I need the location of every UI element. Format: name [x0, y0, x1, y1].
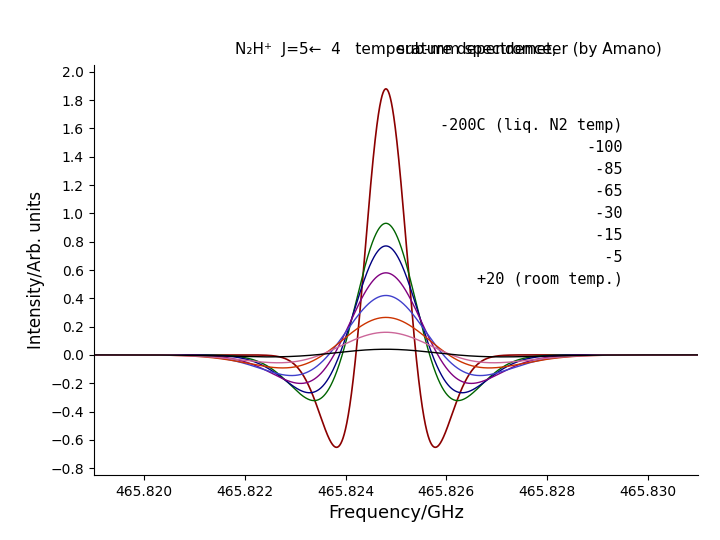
Text: +20 (room temp.): +20 (room temp.)	[477, 272, 623, 287]
Text: sub-mm spectrometer (by Amano): sub-mm spectrometer (by Amano)	[397, 42, 662, 57]
X-axis label: Frequency/GHz: Frequency/GHz	[328, 504, 464, 523]
Text: -5: -5	[586, 250, 623, 265]
Text: -85: -85	[586, 162, 623, 177]
Text: -100: -100	[586, 140, 623, 155]
Text: N₂H⁺  J=5← 4   temperature dependence,: N₂H⁺ J=5← 4 temperature dependence,	[235, 42, 557, 57]
Text: -200C (liq. N2 temp): -200C (liq. N2 temp)	[441, 118, 623, 133]
Text: -30: -30	[586, 206, 623, 221]
Y-axis label: Intensity/Arb. units: Intensity/Arb. units	[27, 191, 45, 349]
Text: -65: -65	[586, 184, 623, 199]
Text: -15: -15	[586, 228, 623, 243]
